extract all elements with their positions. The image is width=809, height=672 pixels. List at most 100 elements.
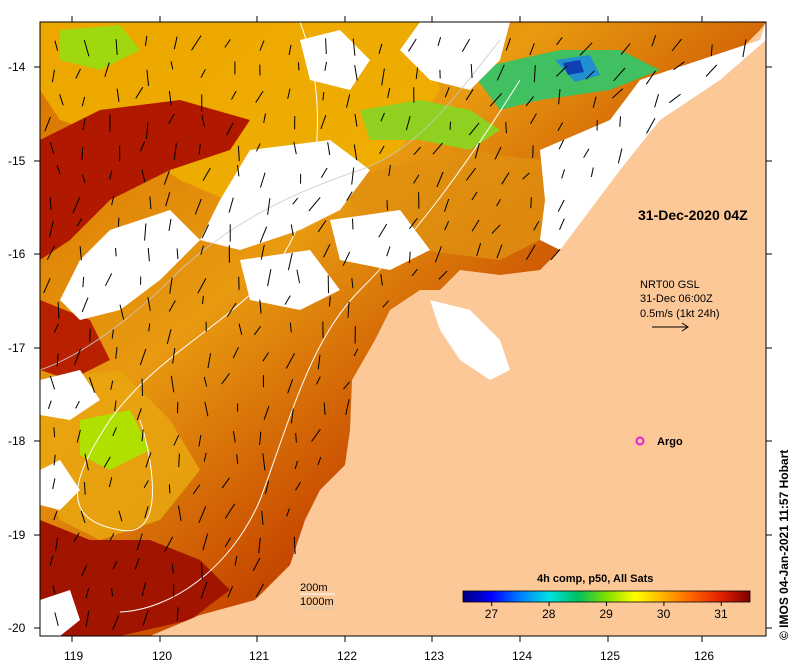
current-vector	[592, 96, 597, 108]
current-vector	[329, 296, 331, 307]
current-vector	[53, 510, 58, 521]
current-vector	[311, 428, 321, 442]
current-vector	[142, 610, 149, 626]
current-vector	[111, 588, 114, 597]
current-vector	[191, 35, 202, 51]
current-vector	[380, 274, 383, 286]
current-vector	[139, 348, 147, 366]
current-vector	[115, 247, 117, 257]
current-vector	[525, 96, 534, 107]
lat-tick-label: -14	[8, 60, 26, 74]
current-vector	[289, 322, 292, 333]
current-vector	[669, 93, 681, 104]
current-vector	[290, 408, 294, 424]
current-vector	[144, 223, 147, 241]
current-vector	[444, 87, 450, 98]
current-vector	[194, 198, 202, 215]
lon-tick-label: 121	[249, 649, 269, 663]
colorbar-title: 4h comp, p50, All Sats	[537, 573, 653, 585]
current-vector	[287, 88, 291, 100]
current-vector	[468, 122, 480, 136]
current-vector	[81, 147, 84, 161]
current-vector	[352, 218, 354, 230]
current-vector	[173, 36, 178, 50]
cloud-gap	[200, 140, 370, 250]
current-vector	[324, 61, 327, 71]
current-vector	[287, 252, 293, 271]
current-vector	[56, 353, 59, 367]
current-vector	[259, 431, 262, 445]
current-vector	[556, 37, 563, 46]
current-vector	[252, 557, 261, 571]
current-vector	[49, 220, 54, 238]
current-vector	[354, 65, 358, 81]
current-vector	[438, 270, 448, 280]
current-vector	[353, 144, 358, 161]
current-vector	[673, 61, 685, 71]
current-vector	[83, 39, 90, 57]
current-vector	[232, 431, 236, 443]
current-vector	[530, 197, 532, 209]
current-vector	[559, 218, 565, 230]
lat-tick-label: -18	[8, 434, 26, 448]
current-vector	[207, 353, 212, 369]
current-vector	[115, 346, 118, 359]
current-vector	[387, 87, 391, 99]
current-vector	[259, 299, 262, 314]
current-vector	[501, 172, 510, 185]
current-vector	[476, 242, 482, 257]
current-vector	[533, 65, 536, 83]
sst-cool-patch	[470, 50, 660, 110]
colorbar	[462, 590, 751, 603]
current-vector	[75, 400, 80, 409]
current-vector	[75, 68, 81, 79]
current-vector	[112, 427, 117, 437]
current-vector	[530, 113, 537, 125]
current-vector	[149, 196, 152, 210]
current-vector	[255, 90, 264, 103]
current-vector	[491, 224, 501, 234]
current-vector	[81, 297, 89, 313]
lat-tick-label: -15	[8, 154, 26, 168]
current-vector	[81, 564, 87, 577]
current-vector	[74, 348, 82, 366]
current-vector	[293, 536, 296, 555]
current-vector	[53, 454, 56, 466]
current-vector	[224, 537, 231, 548]
current-vector	[169, 277, 173, 294]
current-vector	[231, 90, 237, 100]
current-vector	[54, 40, 59, 51]
current-vector	[202, 533, 209, 551]
current-vector	[168, 218, 172, 231]
current-vector	[203, 452, 207, 462]
current-vector	[378, 223, 388, 238]
current-vector	[617, 148, 623, 164]
map-frame	[39, 21, 767, 637]
current-vector	[173, 143, 177, 160]
current-vector	[308, 197, 321, 212]
current-vector	[671, 38, 682, 52]
current-vector	[168, 90, 172, 106]
colorbar-tick-label: 29	[600, 607, 614, 621]
current-vector	[76, 429, 81, 443]
current-vector	[295, 433, 297, 443]
colorbar-tick-label: 27	[485, 607, 499, 621]
current-vector	[165, 192, 171, 207]
current-vector	[53, 427, 56, 438]
coastal-cloud	[430, 300, 510, 380]
current-vector	[583, 148, 590, 158]
current-vector	[325, 38, 327, 55]
lat-axis: -14 -15 -16 -17 -18 -19 -20	[8, 60, 772, 635]
current-vector	[72, 196, 81, 214]
current-vector	[198, 506, 207, 523]
timestamp-label: 31-Dec-2020 04Z	[638, 207, 748, 223]
current-vector	[317, 354, 321, 370]
current-vector	[56, 164, 61, 175]
current-vector	[296, 269, 301, 284]
current-vector	[198, 434, 202, 447]
current-vector	[163, 170, 170, 185]
current-vector	[388, 164, 391, 177]
current-vector	[256, 143, 261, 152]
current-vector	[81, 96, 86, 107]
current-vector	[579, 42, 593, 56]
